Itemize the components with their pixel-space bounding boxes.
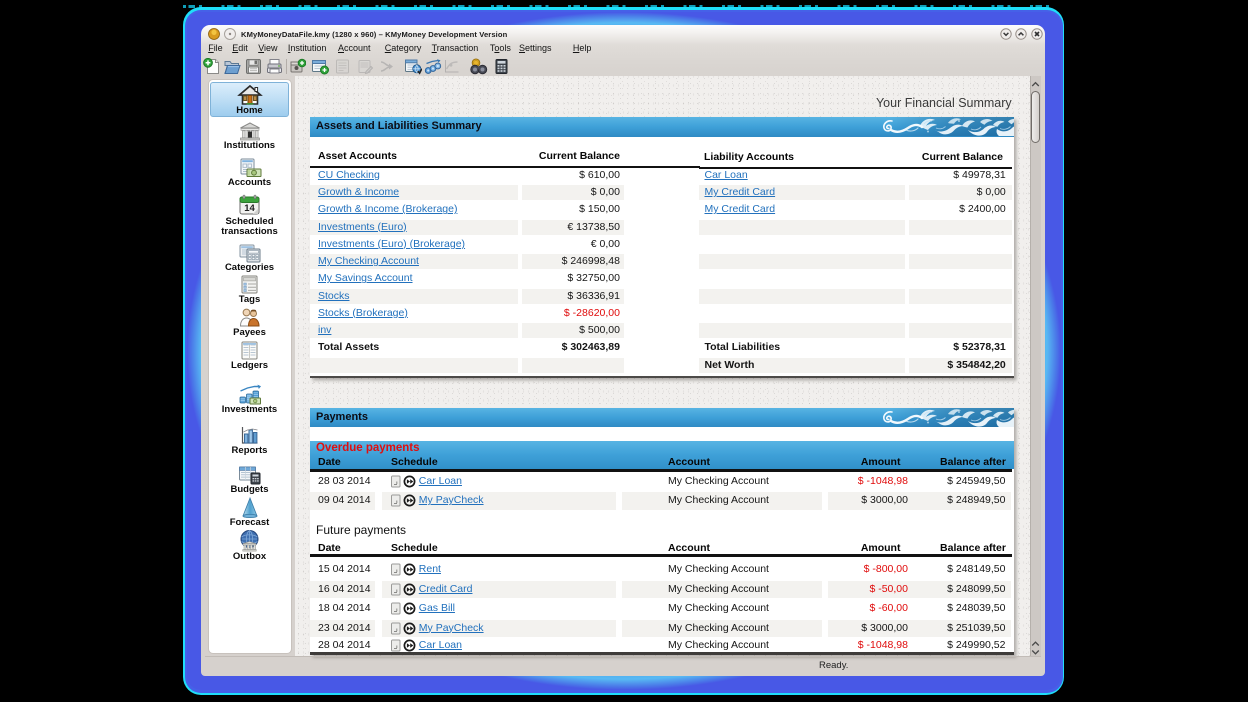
svg-text:14: 14 <box>244 203 255 214</box>
